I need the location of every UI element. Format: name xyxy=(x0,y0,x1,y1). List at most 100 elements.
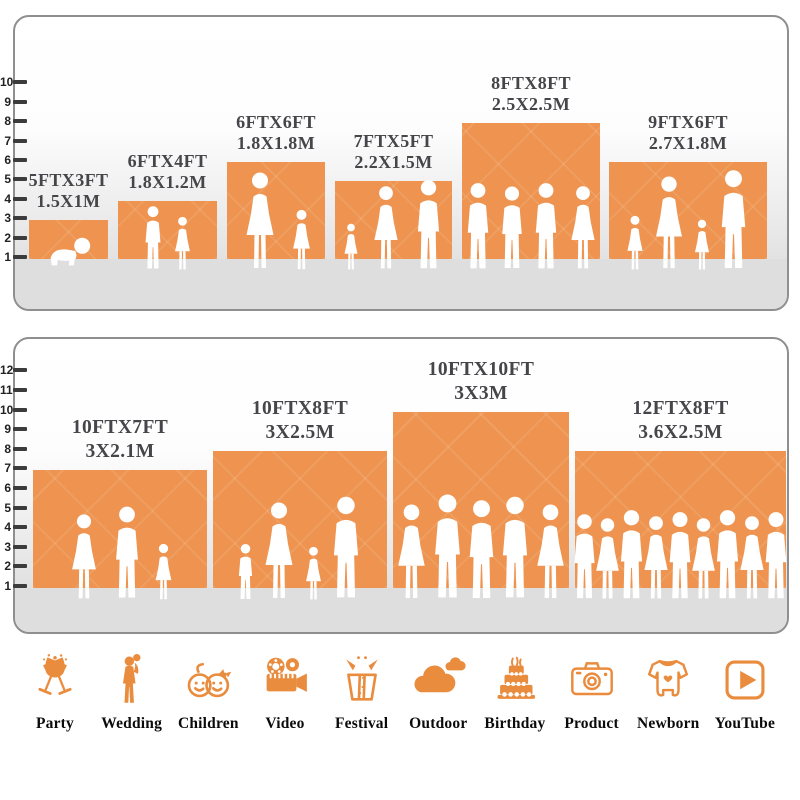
figure-woman-silhouette xyxy=(64,513,104,601)
silhouette-group xyxy=(227,171,325,271)
ruler-number: 9 xyxy=(4,94,11,109)
ruler-tick xyxy=(13,80,27,85)
size-meters-text: 3X2.5M xyxy=(265,421,335,443)
size-meters-text: 1.8X1.8M xyxy=(236,133,316,153)
figure-woman-silhouette xyxy=(237,171,283,271)
size-meters-text: 2.5X2.5M xyxy=(491,94,571,114)
category-item: Newborn xyxy=(633,652,703,733)
category-item: Product xyxy=(557,652,627,733)
ruler-number: 7 xyxy=(4,461,11,476)
birthday-icon xyxy=(497,656,536,699)
category-item: Video xyxy=(250,652,320,733)
ruler-number: 1 xyxy=(4,250,11,264)
category-label: Birthday xyxy=(484,715,546,732)
ruler-tick xyxy=(13,138,27,143)
ruler-tick xyxy=(13,544,27,549)
festival-icon xyxy=(345,656,378,701)
ruler-number: 6 xyxy=(4,153,11,167)
figure-girl-silhouette xyxy=(150,543,177,601)
ruler-tick xyxy=(13,564,27,569)
ruler-tick xyxy=(13,427,27,432)
figure-girl-silhouette xyxy=(340,223,362,271)
ruler-tick xyxy=(13,235,27,240)
ruler-number: 3 xyxy=(4,539,11,554)
silhouette-group xyxy=(29,235,108,267)
category-label: Video xyxy=(265,715,305,732)
size-meters-text: 3X3M xyxy=(454,382,508,404)
ruler-number: 8 xyxy=(4,441,11,456)
silhouette-group xyxy=(213,495,387,601)
ruler-tick xyxy=(13,99,27,104)
ruler-tick xyxy=(13,158,27,162)
size-meters-text: 1.8X1.2M xyxy=(128,172,207,192)
ruler-tick xyxy=(13,177,27,182)
figure-man-silhouette xyxy=(758,511,794,601)
category-item: YouTube xyxy=(710,652,780,733)
ruler-number: 2 xyxy=(4,559,11,574)
backdrop-size-label: 9FTX6FT 2.7X1.8M xyxy=(648,112,728,154)
ruler-number: 3 xyxy=(4,211,11,226)
figure-man-silhouette xyxy=(108,505,146,601)
video-icon xyxy=(266,657,307,692)
size-feet-text: 6FTX6FT xyxy=(236,112,316,132)
backdrop-size-label: 10FTX8FT 3X2.5M xyxy=(252,397,348,444)
ruler-number: 10 xyxy=(0,402,14,417)
ruler-number: 1 xyxy=(4,579,11,593)
silhouette-group xyxy=(335,179,452,271)
backdrop-size-label: 12FTX8FT 3.6X2.5M xyxy=(632,397,728,444)
category-row: Party Wedding Children Video Festival Outdoor… xyxy=(0,652,800,733)
size-feet-text: 6FTX4FT xyxy=(127,151,208,171)
ruler-number: 12 xyxy=(0,363,14,378)
size-meters-text: 2.2X1.5M xyxy=(354,152,433,172)
silhouette-group xyxy=(393,493,569,601)
figure-man-silhouette xyxy=(460,182,496,271)
figure-girl-silhouette xyxy=(301,546,326,601)
figure-man-silhouette xyxy=(325,495,367,601)
figure-woman-silhouette xyxy=(647,175,691,271)
children-icon xyxy=(188,662,232,698)
size-meters-text: 2.7X1.8M xyxy=(648,133,728,153)
ruler-number: 5 xyxy=(4,500,11,515)
ruler-tick xyxy=(13,525,27,530)
figure-boy-silhouette xyxy=(140,205,166,271)
backdrop-bar xyxy=(118,201,217,259)
category-item: Birthday xyxy=(480,652,550,733)
figure-girl-silhouette xyxy=(287,209,316,271)
ruler-number: 8 xyxy=(4,114,11,129)
figure-woman-silhouette xyxy=(256,501,302,601)
ruler-tick xyxy=(13,584,27,588)
category-label: Children xyxy=(177,715,239,732)
ruler-number: 5 xyxy=(4,172,11,187)
size-feet-text: 10FTX7FT xyxy=(71,417,169,438)
size-feet-text: 5FTX3FT xyxy=(28,170,109,190)
category-item: Festival xyxy=(327,652,397,733)
silhouette-group xyxy=(33,505,207,601)
wedding-icon xyxy=(122,654,141,703)
ruler-tick xyxy=(13,407,27,412)
backdrop-size-label: 8FTX8FT 2.5X2.5M xyxy=(491,73,571,115)
ruler-number: 4 xyxy=(4,191,11,206)
ruler-tick xyxy=(13,466,27,471)
product-icon xyxy=(570,662,613,696)
ruler-tick xyxy=(13,446,27,451)
outdoor-icon xyxy=(414,657,466,693)
newborn-icon xyxy=(648,659,689,697)
category-label: Wedding xyxy=(101,715,163,732)
category-label: Product xyxy=(564,715,619,732)
backdrop-size-label: 6FTX6FT 1.8X1.8M xyxy=(236,112,316,154)
figure-man-silhouette xyxy=(410,179,447,271)
ruler-number: 11 xyxy=(0,383,13,397)
ruler-tick xyxy=(13,216,27,221)
figure-woman-silhouette xyxy=(366,185,406,271)
size-meters-text: 3X2.1M xyxy=(85,440,155,462)
category-label: Outdoor xyxy=(409,715,468,732)
size-feet-text: 7FTX5FT xyxy=(353,131,434,151)
category-label: Newborn xyxy=(636,715,700,732)
category-label: YouTube xyxy=(714,715,776,732)
ruler-tick xyxy=(13,368,27,373)
floor-strip xyxy=(15,259,787,309)
ruler-tick xyxy=(13,388,27,392)
silhouette-group xyxy=(609,169,767,271)
ruler-number: 4 xyxy=(4,520,11,535)
